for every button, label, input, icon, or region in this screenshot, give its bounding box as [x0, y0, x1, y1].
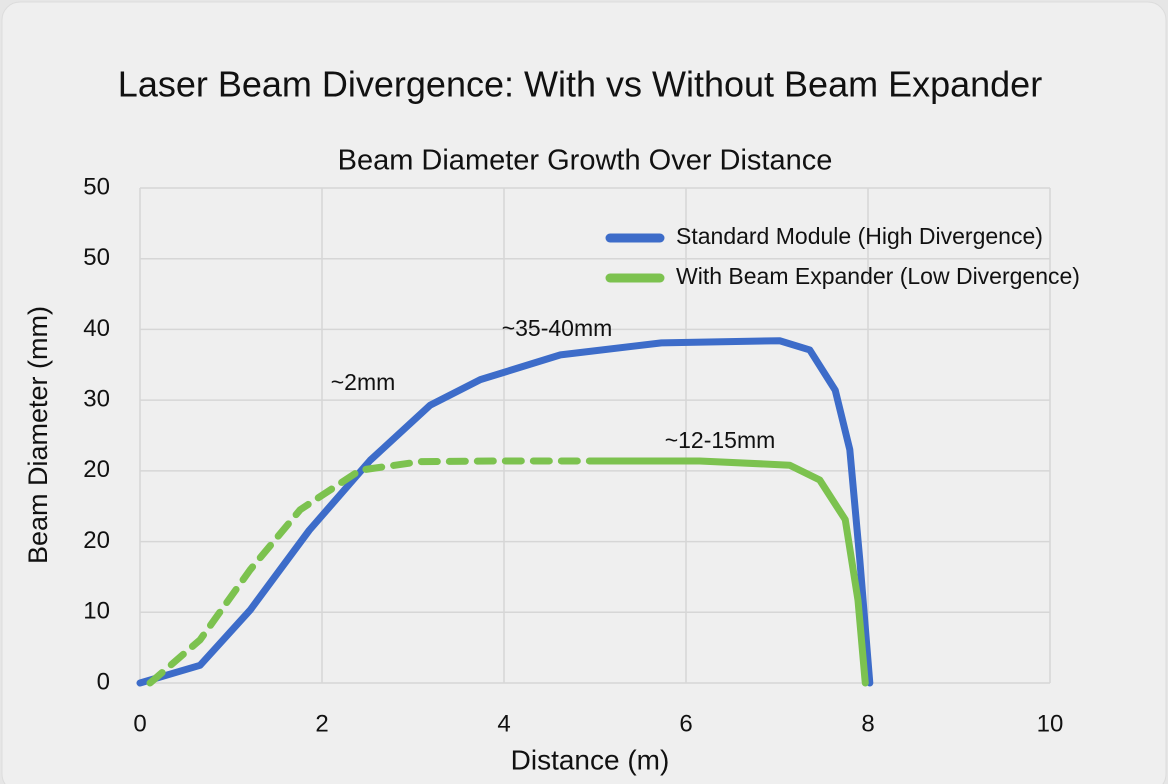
legend-label: With Beam Expander (Low Divergence) — [676, 263, 1080, 289]
y-tick-label: 40 — [83, 315, 110, 342]
chart-subtitle: Beam Diameter Growth Over Distance — [338, 145, 833, 177]
x-tick-label: 0 — [133, 710, 146, 737]
y-tick-label: 30 — [83, 385, 110, 412]
y-tick-label: 0 — [97, 668, 110, 695]
x-tick-label: 2 — [315, 710, 328, 737]
x-tick-label: 10 — [1037, 710, 1064, 737]
annotation: ~12-15mm — [665, 427, 776, 453]
line-series — [146, 457, 599, 687]
line-series — [136, 337, 874, 687]
x-tick-label: 6 — [679, 710, 692, 737]
chart-title: Laser Beam Divergence: With vs Without B… — [118, 64, 1042, 105]
y-tick-label: 10 — [83, 598, 110, 625]
x-tick-label: 4 — [497, 710, 510, 737]
legend-label: Standard Module (High Divergence) — [676, 223, 1043, 249]
y-tick-label: 20 — [83, 527, 110, 554]
annotation: ~35-40mm — [502, 315, 613, 341]
annotation: ~2mm — [331, 369, 396, 395]
y-tick-label: 50 — [83, 244, 110, 271]
line-series — [591, 457, 869, 687]
y-axis-label: Beam Diameter (mm) — [23, 306, 53, 564]
y-tick-label: 50 — [83, 173, 110, 200]
x-tick-label: 8 — [861, 710, 874, 737]
x-axis-label: Distance (m) — [511, 744, 670, 775]
y-tick-label: 20 — [83, 456, 110, 483]
